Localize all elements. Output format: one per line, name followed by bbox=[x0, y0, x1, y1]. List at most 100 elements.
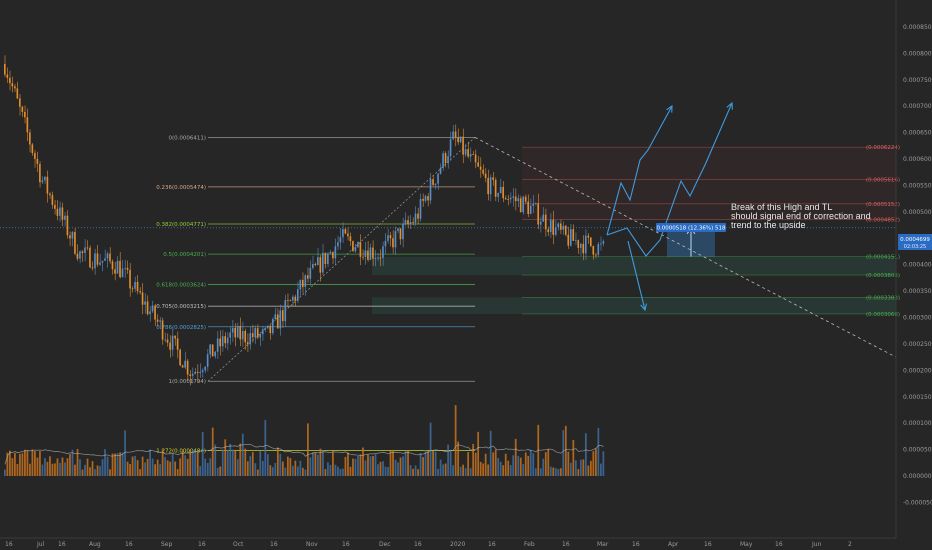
candle-body bbox=[189, 374, 191, 376]
candle-body bbox=[544, 214, 547, 230]
volume-bar bbox=[79, 459, 81, 476]
candle-body bbox=[337, 242, 339, 247]
volume-bar bbox=[54, 463, 56, 476]
volume-bar bbox=[164, 457, 167, 476]
candle-body bbox=[532, 203, 535, 206]
volume-bar bbox=[89, 467, 91, 476]
volume-bar bbox=[174, 461, 177, 476]
candle-body bbox=[574, 240, 577, 241]
volume-bar bbox=[239, 443, 242, 476]
candle-body bbox=[14, 86, 16, 89]
last-price-countdown: 02:03:25 bbox=[904, 244, 926, 250]
candle-body bbox=[151, 305, 154, 312]
candle-body bbox=[136, 281, 139, 292]
volume-bar bbox=[477, 431, 480, 476]
candle-body bbox=[492, 177, 494, 180]
volume-bar bbox=[504, 453, 507, 476]
candle-body bbox=[487, 178, 489, 195]
volume-bar bbox=[547, 449, 550, 476]
volume-bar bbox=[317, 454, 319, 476]
volume-bar bbox=[131, 456, 134, 476]
volume-bar bbox=[442, 464, 444, 476]
volume-bar bbox=[64, 462, 66, 476]
candle-body bbox=[99, 262, 101, 265]
right-level-label: (0.0006224) bbox=[866, 145, 900, 151]
candle-body bbox=[196, 371, 199, 373]
volume-bar bbox=[244, 448, 247, 476]
candle-body bbox=[577, 240, 580, 248]
fib-level-label: 1.272(0.0000484) bbox=[156, 448, 206, 454]
candle-body bbox=[352, 241, 354, 252]
candle-body bbox=[559, 223, 562, 230]
candle-body bbox=[101, 260, 104, 263]
time-tick-label: Nov bbox=[306, 541, 318, 548]
candle-body bbox=[602, 241, 605, 244]
volume-bar bbox=[444, 463, 447, 476]
candle-body bbox=[84, 247, 86, 253]
candle-body bbox=[404, 220, 407, 224]
candle-body bbox=[312, 264, 314, 268]
volume-bar bbox=[211, 427, 214, 476]
candle-body bbox=[146, 301, 149, 315]
candle-body bbox=[479, 166, 482, 170]
candle-body bbox=[154, 305, 156, 320]
candle-body bbox=[552, 219, 555, 235]
volume-bar bbox=[36, 457, 39, 476]
candle-body bbox=[156, 319, 159, 322]
candle-body bbox=[327, 253, 329, 265]
candle-body bbox=[159, 320, 161, 322]
candle-body bbox=[294, 296, 297, 301]
candle-body bbox=[199, 372, 201, 373]
candle-body bbox=[39, 163, 41, 183]
candle-body bbox=[54, 204, 56, 209]
volume-bar bbox=[312, 452, 314, 476]
candle-body bbox=[249, 333, 252, 345]
volume-bar bbox=[34, 450, 36, 476]
candle-body bbox=[56, 208, 59, 216]
volume-bar bbox=[19, 453, 21, 476]
candle-body bbox=[367, 250, 369, 260]
price-tick-label: 0.0000000 bbox=[903, 473, 932, 480]
candle-body bbox=[59, 207, 61, 216]
volume-bar bbox=[589, 460, 592, 476]
volume-bar bbox=[494, 449, 497, 476]
volume-bar bbox=[66, 458, 69, 476]
volume-bar bbox=[577, 469, 580, 476]
volume-bar bbox=[384, 466, 387, 476]
volume-bar bbox=[271, 467, 274, 476]
candles-layer bbox=[4, 55, 605, 386]
time-axis[interactable]: 16 Jul 16 Aug 16 Sep 16 Oct 16 Nov 16 Dec 16 2020 16 Fe… bbox=[5, 541, 852, 548]
candle-body bbox=[357, 242, 359, 248]
candle-body bbox=[362, 256, 364, 258]
volume-bar bbox=[597, 427, 600, 476]
volume-bar bbox=[557, 469, 560, 476]
candle-body bbox=[201, 370, 204, 373]
candle-body bbox=[349, 236, 352, 242]
volume-bar bbox=[319, 448, 322, 476]
candle-body bbox=[384, 240, 387, 247]
candle-body bbox=[74, 231, 76, 254]
volume-bar bbox=[291, 465, 294, 476]
candle-body bbox=[174, 335, 176, 339]
volume-bar bbox=[489, 430, 492, 476]
candle-body bbox=[134, 281, 136, 289]
candle-body bbox=[209, 344, 211, 355]
volume-bar bbox=[357, 456, 359, 476]
time-tick-label: 16 bbox=[704, 541, 712, 548]
volume-bar bbox=[301, 467, 304, 476]
candle-body bbox=[206, 354, 209, 367]
volume-bar bbox=[44, 458, 46, 476]
candle-body bbox=[467, 149, 469, 157]
time-tick-label: Mar bbox=[597, 541, 609, 548]
volume-bar bbox=[432, 450, 434, 476]
volume-bar bbox=[454, 405, 457, 476]
candle-body bbox=[169, 342, 171, 350]
candle-body bbox=[579, 243, 582, 248]
volume-bar bbox=[522, 464, 525, 476]
volume-bar bbox=[314, 452, 317, 476]
